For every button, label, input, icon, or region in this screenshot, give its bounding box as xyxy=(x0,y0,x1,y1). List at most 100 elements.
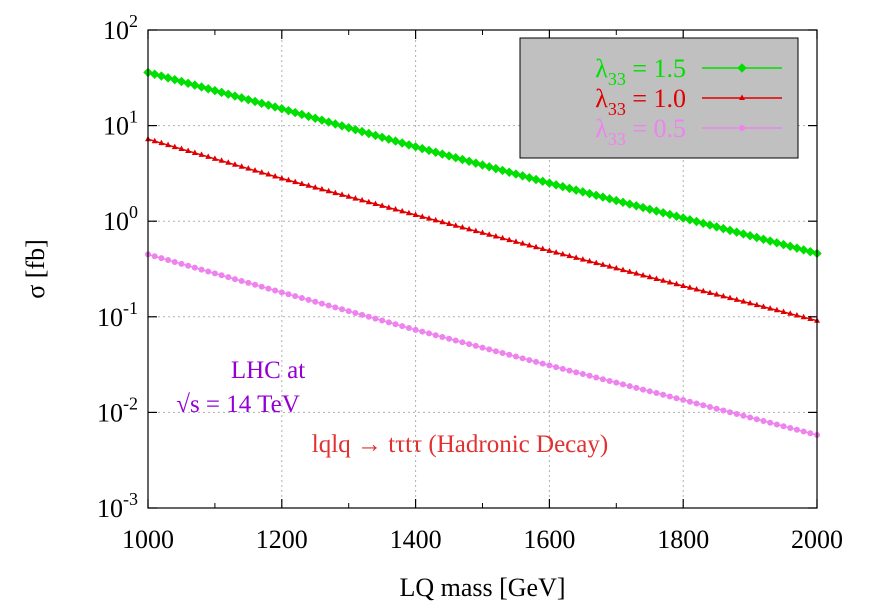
data-point xyxy=(452,337,459,344)
data-point xyxy=(484,162,494,172)
data-point xyxy=(778,239,789,250)
data-point xyxy=(725,225,735,236)
data-point xyxy=(579,256,586,262)
data-point xyxy=(325,187,332,194)
data-point xyxy=(773,306,780,313)
data-point xyxy=(432,332,439,339)
data-point xyxy=(412,211,419,218)
data-point xyxy=(504,167,514,177)
data-point xyxy=(425,330,432,337)
data-point xyxy=(606,377,613,384)
data-point xyxy=(218,157,225,163)
data-point xyxy=(765,236,775,246)
data-point xyxy=(660,277,667,283)
data-point xyxy=(598,192,608,202)
data-point xyxy=(245,165,252,171)
data-point xyxy=(238,277,245,284)
data-point xyxy=(292,293,299,300)
data-point xyxy=(317,115,327,125)
data-point xyxy=(359,196,366,203)
data-point xyxy=(211,155,218,161)
data-point xyxy=(618,197,628,208)
data-point xyxy=(379,202,386,208)
data-point xyxy=(156,71,167,81)
data-point xyxy=(546,247,553,253)
data-point xyxy=(673,395,680,402)
data-point xyxy=(599,261,606,267)
data-point xyxy=(558,181,568,192)
series-layer xyxy=(143,67,822,439)
data-point xyxy=(430,147,441,157)
data-point xyxy=(573,369,580,376)
data-point xyxy=(773,421,780,428)
data-point xyxy=(191,149,198,155)
data-point xyxy=(270,102,280,112)
data-point xyxy=(165,257,172,264)
data-point xyxy=(671,211,682,221)
data-point xyxy=(767,305,774,311)
data-point xyxy=(298,295,305,302)
data-point xyxy=(385,204,392,210)
data-point xyxy=(318,185,325,192)
data-point xyxy=(760,303,767,309)
y-tick-label: 102 xyxy=(103,11,138,45)
data-point xyxy=(566,367,573,374)
data-point xyxy=(372,200,379,207)
data-point xyxy=(486,231,493,237)
data-point xyxy=(218,272,225,279)
data-point xyxy=(613,264,620,271)
data-point xyxy=(345,193,352,199)
data-point xyxy=(272,172,279,179)
data-point xyxy=(700,287,707,294)
data-point xyxy=(599,376,606,383)
grid xyxy=(148,30,817,508)
data-point xyxy=(698,218,708,229)
data-point xyxy=(579,371,586,378)
data-point xyxy=(352,310,359,317)
data-point xyxy=(278,289,285,296)
data-point xyxy=(238,163,245,169)
data-point xyxy=(151,137,158,144)
data-point xyxy=(793,312,800,318)
data-point xyxy=(653,390,660,397)
data-point xyxy=(517,171,528,181)
data-point xyxy=(492,233,499,239)
data-point xyxy=(257,98,267,109)
data-point xyxy=(626,383,633,390)
data-point xyxy=(459,339,466,346)
data-point xyxy=(278,174,285,181)
data-point xyxy=(437,149,448,159)
data-point xyxy=(312,184,319,190)
data-point xyxy=(753,416,760,423)
annotation-energy: √s = 14 TeV xyxy=(176,391,300,418)
data-point xyxy=(479,229,486,235)
data-point xyxy=(606,263,613,269)
data-point xyxy=(417,143,427,154)
data-point xyxy=(578,187,588,197)
data-point xyxy=(727,294,734,301)
series-triangle xyxy=(145,135,820,323)
data-point xyxy=(807,430,814,437)
data-point xyxy=(466,341,473,348)
data-point xyxy=(185,262,192,269)
annotation-lhc: LHC at xyxy=(231,357,305,384)
data-point xyxy=(243,94,254,105)
data-point xyxy=(171,258,178,265)
data-point xyxy=(713,405,720,412)
data-point xyxy=(183,78,193,89)
data-point xyxy=(772,238,782,248)
data-point xyxy=(792,243,802,253)
data-point xyxy=(638,202,648,213)
data-point xyxy=(526,357,533,364)
x-tick-label: 1800 xyxy=(657,525,709,554)
data-point xyxy=(486,346,493,353)
data-point xyxy=(198,151,205,157)
data-point xyxy=(332,189,339,196)
data-point xyxy=(586,372,593,379)
data-point xyxy=(404,140,414,150)
data-point xyxy=(258,169,265,175)
data-point xyxy=(733,296,740,302)
annotation-process: lqlq → tτtτ (Hadronic Decay) xyxy=(312,431,608,458)
data-point xyxy=(706,403,713,410)
data-point xyxy=(720,407,727,414)
